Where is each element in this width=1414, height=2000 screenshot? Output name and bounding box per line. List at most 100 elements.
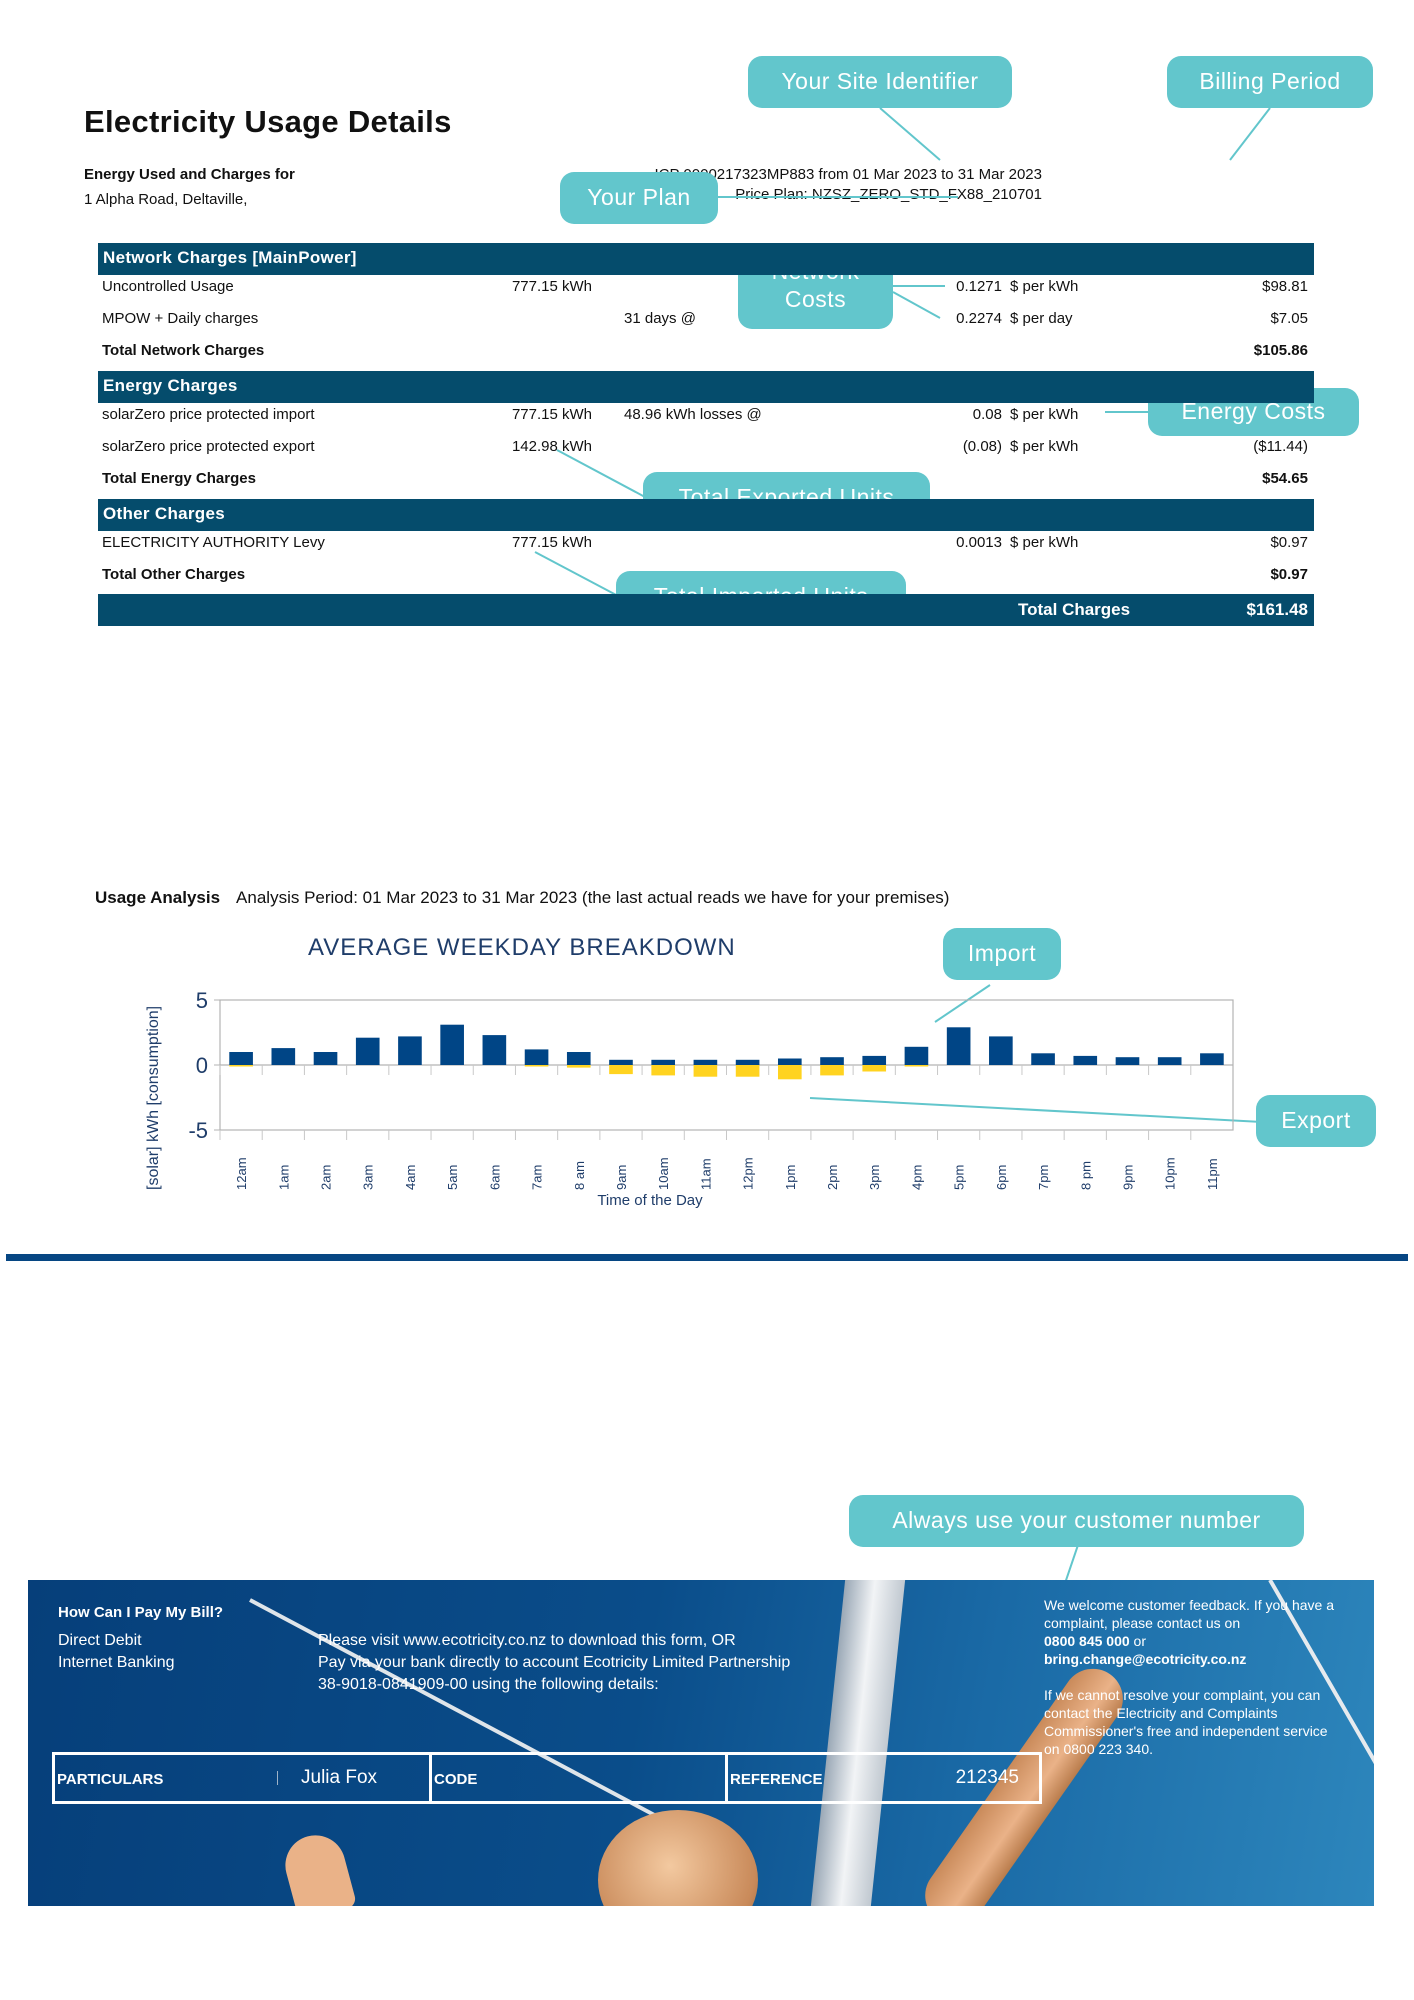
callout-your-plan: Your Plan — [560, 172, 718, 224]
bar-export — [609, 1065, 633, 1075]
payment-option-direct-debit: Direct Debit — [58, 1632, 142, 1649]
bar-import — [440, 1024, 464, 1065]
row-quantity: 142.98 kWh — [511, 438, 592, 455]
row-losses: 48.96 kWh losses @ — [624, 406, 762, 423]
x-tick-label: 12pm — [741, 1157, 756, 1190]
table-row: MPOW + Daily charges 31 days @ 0.2274 $ … — [98, 305, 1314, 335]
row-rate: 0.08 — [972, 406, 1002, 423]
row-description: solarZero price protected export — [102, 438, 315, 455]
code-cell: CODE — [432, 1755, 728, 1801]
bar-import — [651, 1059, 676, 1065]
table-row: ELECTRICITY AUTHORITY Levy 777.15 kWh 0.… — [98, 529, 1314, 559]
bar-export — [566, 1065, 591, 1068]
row-unit: $ per kWh — [1010, 406, 1079, 423]
x-tick-label: 5am — [445, 1165, 460, 1190]
x-tick-label: 5pm — [952, 1165, 967, 1190]
bar-import — [777, 1058, 802, 1065]
feedback-intro: We welcome customer feedback. If you hav… — [1044, 1597, 1334, 1631]
payment-account-line: 38-9018-0841909-00 using the following d… — [318, 1676, 659, 1693]
analysis-period: Analysis Period: 01 Mar 2023 to 31 Mar 2… — [236, 888, 950, 907]
x-tick-label: 9am — [614, 1165, 629, 1190]
y-tick-label: -5 — [188, 1118, 208, 1143]
x-tick-label: 4am — [403, 1165, 418, 1190]
particulars-value: Julia Fox — [301, 1767, 378, 1788]
reference-value: 212345 — [955, 1767, 1019, 1788]
particulars-separator — [277, 1771, 278, 1785]
bar-import — [313, 1052, 338, 1065]
bar-export — [693, 1065, 718, 1077]
x-tick-label: 1am — [276, 1165, 291, 1190]
row-amount: $0.97 — [1270, 534, 1308, 551]
row-description: Uncontrolled Usage — [102, 278, 234, 295]
row-rate: (0.08) — [962, 438, 1002, 455]
row-quantity: 777.15 kWh — [511, 534, 592, 551]
bar-export — [524, 1065, 549, 1067]
reference-cell: REFERENCE 212345 — [728, 1755, 1039, 1801]
callout-connectors — [534, 107, 1271, 1600]
x-tick-label: 1pm — [783, 1165, 798, 1190]
callout-network-costs-line2: Costs — [784, 286, 847, 312]
payment-details-box: PARTICULARS Julia Fox CODE REFERENCE 212… — [52, 1752, 1042, 1804]
row-amount: $98.81 — [1262, 278, 1308, 295]
x-tick-label: 11am — [698, 1158, 713, 1190]
x-tick-label: 2am — [319, 1165, 334, 1190]
particulars-label: PARTICULARS — [57, 1771, 164, 1788]
feedback-email: bring.change@ecotricity.co.nz — [1044, 1651, 1247, 1667]
total-row-network: Total Network Charges $105.86 — [98, 337, 1314, 367]
bar-import — [1031, 1053, 1055, 1065]
weekday-breakdown-chart: 5 0 -5 12am 1am 2am 3am 4am 5am 6am 7am 8 am 9am 10a… — [145, 988, 1234, 1209]
chart-x-labels: 12am 1am 2am 3am 4am 5am 6am 7am 8 am 9am 10am 11am… — [234, 1157, 1220, 1190]
y-tick-label: 5 — [196, 988, 208, 1013]
site-address: 1 Alpha Road, Deltaville, — [84, 191, 248, 208]
total-row-other: Total Other Charges $0.97 — [98, 561, 1314, 591]
chart-bars — [229, 1024, 1224, 1080]
row-description: solarZero price protected import — [102, 406, 315, 423]
row-description: MPOW + Daily charges — [102, 310, 259, 327]
callout-import: Import — [943, 928, 1061, 980]
section-divider — [6, 1254, 1408, 1261]
section-header-energy: Energy Charges — [98, 371, 1314, 403]
feedback-text: We welcome customer feedback. If you hav… — [1044, 1596, 1344, 1758]
particulars-cell: PARTICULARS Julia Fox — [55, 1755, 432, 1801]
bar-import — [1073, 1055, 1098, 1065]
total-row-energy: Total Energy Charges $54.65 — [98, 465, 1314, 495]
total-label: Total Other Charges — [102, 566, 246, 583]
x-tick-label: 3pm — [867, 1165, 882, 1190]
payment-line-2: Pay via your bank directly to account Ec… — [318, 1654, 791, 1671]
row-unit: $ per day — [1010, 310, 1073, 327]
row-description: ELECTRICITY AUTHORITY Levy — [102, 534, 325, 551]
x-tick-label: 4pm — [909, 1165, 924, 1190]
section-header-network: Network Charges [MainPower] — [98, 243, 1314, 275]
bar-import — [862, 1055, 887, 1065]
code-label: CODE — [434, 1771, 478, 1788]
bar-import — [229, 1052, 253, 1065]
bar-import — [1157, 1057, 1182, 1065]
x-tick-label: 10pm — [1163, 1157, 1178, 1190]
bar-import — [524, 1049, 549, 1065]
bar-export — [904, 1065, 929, 1067]
chart-axes: 5 0 -5 — [188, 988, 1234, 1143]
row-unit: $ per kWh — [1010, 438, 1079, 455]
x-tick-label: 7pm — [1036, 1165, 1051, 1190]
callout-customer-number: Always use your customer number — [849, 1495, 1304, 1547]
bar-export — [735, 1065, 760, 1077]
row-rate: 0.0013 — [956, 534, 1002, 551]
usage-analysis-header: Usage Analysis Analysis Period: 01 Mar 20… — [95, 888, 949, 908]
row-period: 31 days @ — [624, 310, 696, 327]
x-tick-label: 6pm — [994, 1165, 1009, 1190]
payment-panel: How Can I Pay My Bill? Direct Debit Inte… — [28, 1580, 1374, 1906]
row-rate: 0.1271 — [956, 278, 1002, 295]
bar-import — [1115, 1057, 1140, 1065]
reference-label: REFERENCE — [730, 1771, 823, 1788]
usage-analysis-label: Usage Analysis — [95, 888, 221, 907]
total-amount: $0.97 — [1270, 566, 1308, 583]
payment-heading: How Can I Pay My Bill? — [58, 1604, 224, 1621]
x-tick-label: 9pm — [1120, 1165, 1135, 1190]
bar-export — [862, 1065, 887, 1072]
total-amount: $105.86 — [1253, 342, 1308, 359]
bar-import — [904, 1046, 929, 1065]
grand-total-bar: Total Charges $161.48 — [98, 594, 1314, 626]
table-row: solarZero price protected import 777.15 … — [98, 401, 1314, 431]
bar-import — [609, 1059, 633, 1065]
total-label: Total Network Charges — [102, 342, 265, 359]
